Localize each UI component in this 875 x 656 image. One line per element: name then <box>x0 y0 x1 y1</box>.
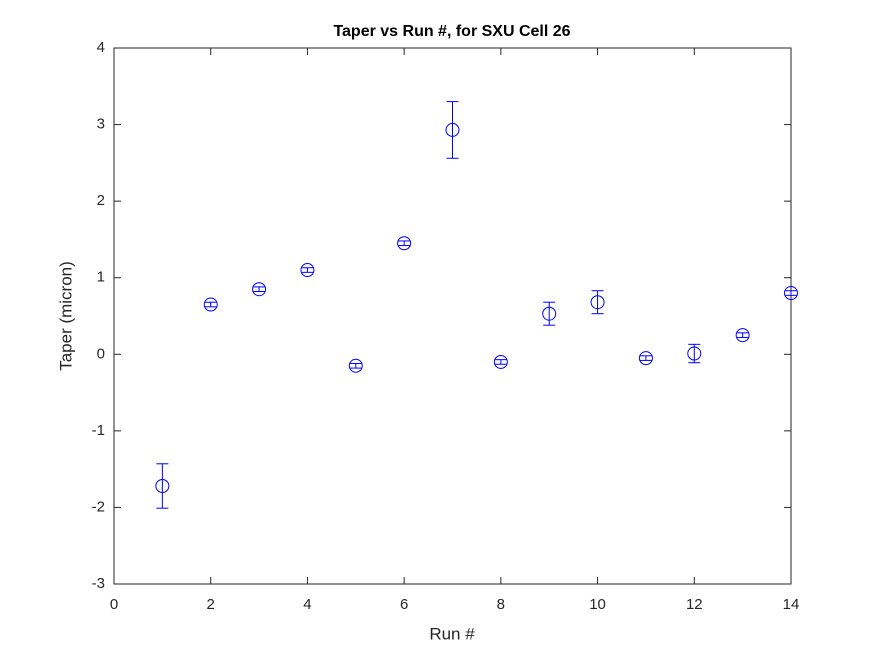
marker <box>155 478 170 493</box>
y-tick-label: 0 <box>97 345 105 362</box>
x-axis-label: Run # <box>429 624 475 643</box>
x-tick-label: 4 <box>303 596 311 613</box>
marker <box>784 286 798 301</box>
x-tick-label: 2 <box>207 596 215 613</box>
error-bar <box>204 301 217 308</box>
error-bar <box>349 362 362 369</box>
error-bar <box>736 332 749 338</box>
error-bar <box>785 290 797 296</box>
x-tick-label: 0 <box>110 596 118 613</box>
marker <box>445 122 460 137</box>
x-tick-label: 14 <box>783 596 800 613</box>
marker <box>203 297 218 312</box>
marker <box>397 236 412 251</box>
error-bar <box>253 286 266 292</box>
chart-title: Taper vs Run #, for SXU Cell 26 <box>333 23 570 40</box>
marker <box>638 351 653 366</box>
y-tick-label: -2 <box>92 498 105 515</box>
marker <box>348 358 363 373</box>
marker <box>542 306 557 321</box>
y-tick-label: -3 <box>92 575 105 592</box>
marker <box>735 328 750 343</box>
marker <box>493 354 508 369</box>
error-bar <box>156 463 169 509</box>
y-tick-label: -1 <box>92 422 105 439</box>
x-tick-label: 8 <box>497 596 505 613</box>
marker <box>687 346 702 361</box>
x-tick-label: 12 <box>686 596 703 613</box>
error-bar <box>639 355 652 361</box>
error-bar <box>301 267 314 273</box>
marker <box>590 295 605 310</box>
error-bar <box>543 301 556 326</box>
y-axis-label: Taper (micron) <box>56 261 75 371</box>
error-bar <box>398 240 411 247</box>
error-bar <box>494 359 507 365</box>
marker <box>252 282 267 297</box>
x-tick-label: 6 <box>400 596 408 613</box>
marker <box>300 263 315 278</box>
x-tick-label: 10 <box>589 596 606 613</box>
y-tick-label: 2 <box>97 192 105 209</box>
error-bar <box>591 290 604 315</box>
error-bar <box>446 101 459 159</box>
plot-area <box>113 47 792 585</box>
y-tick-label: 4 <box>97 39 105 56</box>
y-tick-label: 3 <box>97 116 105 133</box>
y-tick-label: 1 <box>97 269 105 286</box>
